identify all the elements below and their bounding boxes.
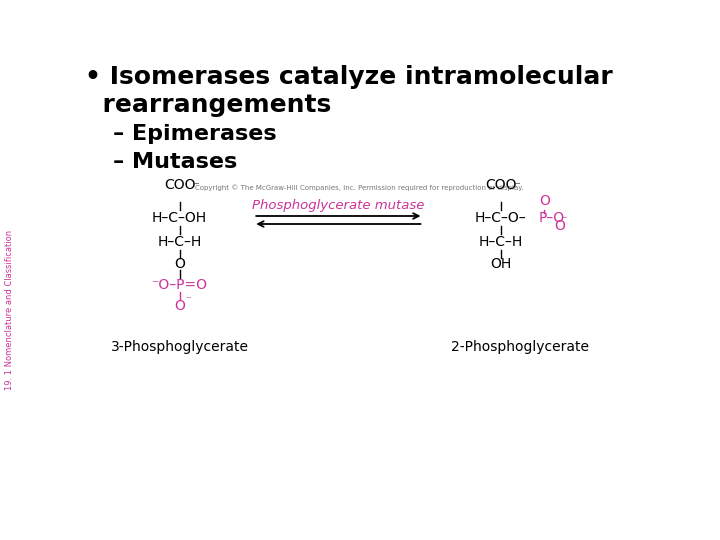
Text: ⁻O–P=O: ⁻O–P=O bbox=[152, 278, 207, 292]
Text: OH: OH bbox=[490, 257, 511, 271]
Text: ⁻: ⁻ bbox=[185, 295, 191, 305]
Text: H–C–H: H–C–H bbox=[479, 235, 523, 249]
Text: COO: COO bbox=[485, 178, 517, 192]
Text: P–O: P–O bbox=[539, 211, 565, 225]
Text: rearrangements: rearrangements bbox=[85, 93, 331, 117]
Text: 2-Phosphoglycerate: 2-Phosphoglycerate bbox=[451, 340, 589, 354]
Text: O: O bbox=[554, 219, 564, 233]
Text: Copyright © The McGraw-Hill Companies, Inc. Permission required for reproduction: Copyright © The McGraw-Hill Companies, I… bbox=[195, 184, 523, 191]
Text: O: O bbox=[174, 257, 185, 271]
Text: H–C–H: H–C–H bbox=[158, 235, 202, 249]
Text: ⁻: ⁻ bbox=[514, 181, 520, 191]
Text: O: O bbox=[539, 194, 550, 208]
Text: – Epimerases: – Epimerases bbox=[114, 124, 277, 144]
Text: COO: COO bbox=[164, 178, 195, 192]
Text: H–C–OH: H–C–OH bbox=[152, 211, 207, 225]
Text: • Isomerases catalyze intramolecular: • Isomerases catalyze intramolecular bbox=[85, 65, 613, 89]
Text: ⁻: ⁻ bbox=[193, 181, 199, 191]
Text: 3-Phosphoglycerate: 3-Phosphoglycerate bbox=[111, 340, 248, 354]
Text: 19. 1 Nomenclature and Classification: 19. 1 Nomenclature and Classification bbox=[5, 230, 14, 390]
Text: O: O bbox=[174, 299, 185, 313]
Text: ⁻: ⁻ bbox=[562, 215, 567, 225]
Text: – Mutases: – Mutases bbox=[114, 152, 238, 172]
Text: H–C–O–: H–C–O– bbox=[475, 211, 527, 225]
Text: Phosphoglycerate mutase: Phosphoglycerate mutase bbox=[252, 199, 425, 212]
